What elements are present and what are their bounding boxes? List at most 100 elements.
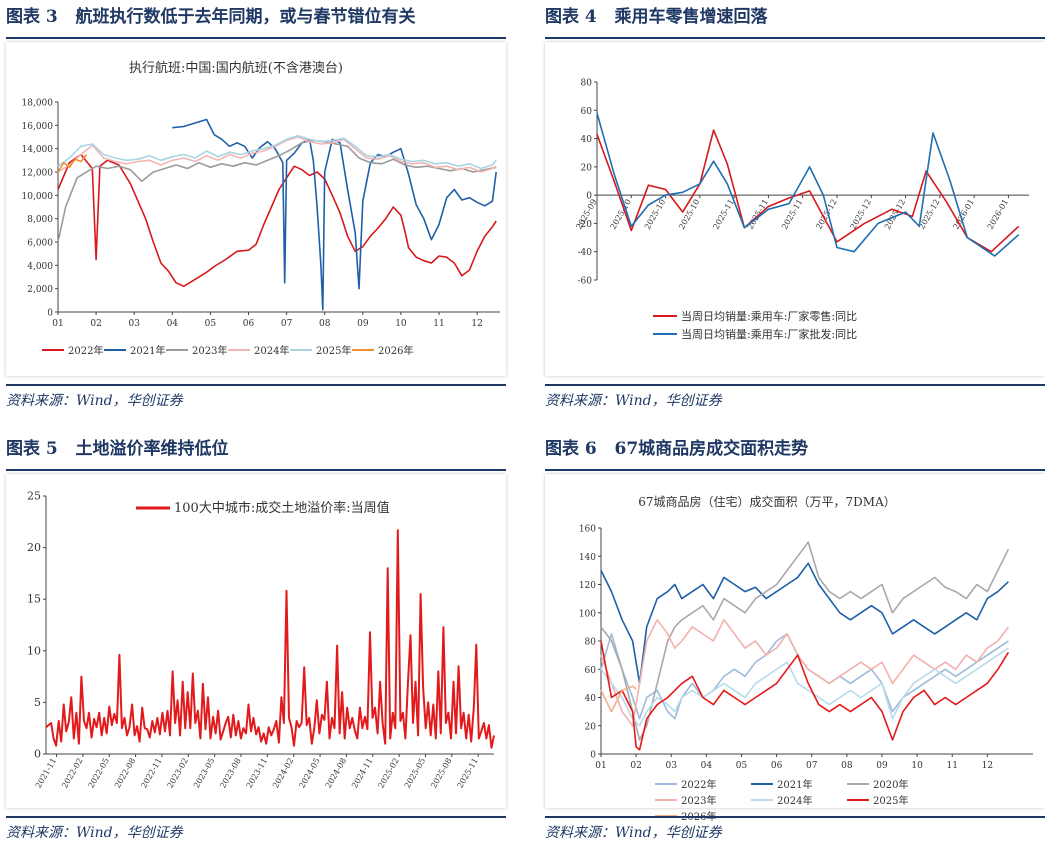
housing-area-line-chart: 67城商品房（住宅）成交面积（万平，7DMA）02040608010012014… <box>579 494 1033 823</box>
y-tick-label: 100 <box>579 609 596 619</box>
series-line-1 <box>600 562 1009 685</box>
x-tick-label: 2023-02 <box>166 757 190 790</box>
figure-panel-4: 图表 4 乘用车零售增速回落 -60 -40 -20 0 20 40 60 80 2025-09… <box>545 0 1045 422</box>
y-tick-label: 10,000 <box>22 192 54 202</box>
y-tick-label: 160 <box>579 525 596 535</box>
x-tick-label: 2025-11 <box>456 757 480 790</box>
chart-frame: 执行航班:中国:国内航班(不含港澳台) 0 2,000 4,000 6,000 8,000… <box>6 42 506 376</box>
legend-label: 2022年 <box>681 778 716 791</box>
series-line-1 <box>172 118 497 311</box>
figure-caption: 乘用车零售增速回落 <box>614 7 768 27</box>
x-tick-label: 10 <box>395 319 407 329</box>
y-tick-label: -20 <box>578 220 593 230</box>
series-line-5 <box>600 640 1010 751</box>
legend-label: 当周日均销量:乘用车:厂家零售:同比 <box>681 309 857 323</box>
x-tick-label: 04 <box>167 319 179 329</box>
source-note: 资料来源：Wind，华创证券 <box>545 825 722 841</box>
x-tick-label: 2025-12 <box>814 198 838 231</box>
figure-label: 图表 5 <box>6 439 58 459</box>
figure-label: 图表 6 <box>545 439 597 459</box>
x-tick-label: 2025-02 <box>376 757 400 790</box>
series-line-5 <box>57 153 88 173</box>
y-tick-label: 0 <box>590 751 596 761</box>
series-line-1 <box>596 112 1020 257</box>
y-tick-label: 120 <box>579 581 596 591</box>
x-tick-label: 07 <box>281 319 293 329</box>
x-tick-label: 12 <box>982 761 993 771</box>
legend-label: 2026年 <box>378 344 413 357</box>
figure-caption: 航班执行数低于去年同期，或与春节错位有关 <box>75 7 416 27</box>
y-tick-label: 5 <box>34 696 41 709</box>
series-line-3 <box>57 136 497 173</box>
x-tick-label: 2025-05 <box>403 757 427 790</box>
x-tick-label: 2022-05 <box>87 757 111 790</box>
y-tick-label: 20 <box>27 541 41 554</box>
chart-frame: 67城商品房（住宅）成交面积（万平，7DMA） 0 20 40 60 80 100 120 14… <box>545 474 1045 823</box>
legend-label: 2024年 <box>254 344 289 357</box>
figure-title: 图表 6 67城商品房成交面积走势 <box>545 432 1045 466</box>
legend-label: 2025年 <box>873 794 908 807</box>
chart-title: 执行航班:中国:国内航班(不含港澳台) <box>129 60 343 76</box>
x-tick-label: 11 <box>433 319 444 329</box>
x-tick-label: 07 <box>806 761 818 771</box>
series-line-0 <box>596 129 1020 253</box>
x-tick-label: 2023-08 <box>218 757 242 790</box>
y-tick-label: 18,000 <box>22 99 54 109</box>
y-tick-label: -40 <box>578 248 593 258</box>
source-note: 资料来源：Wind，华创证券 <box>6 393 183 409</box>
figure-panel-6: 图表 6 67城商品房成交面积走势 67城商品房（住宅）成交面积（万平，7DMA… <box>545 432 1045 854</box>
source-rule <box>6 816 506 818</box>
y-tick-label: 40 <box>585 694 597 704</box>
title-rule <box>6 37 506 39</box>
source-rule <box>545 384 1045 386</box>
y-tick-label: 12,000 <box>22 169 54 179</box>
y-tick-label: 40 <box>581 135 593 145</box>
chart-frame: 0 5 10 15 20 25 2021-11 2022-02 2022-05 2022-08 20… <box>6 474 506 808</box>
x-tick-label: 2025-10 <box>643 198 667 231</box>
figure-title: 图表 3 航班执行数低于去年同期，或与春节错位有关 <box>6 0 506 34</box>
legend-label: 2020年 <box>873 778 908 791</box>
series-line-4 <box>57 135 497 170</box>
legend-label: 2023年 <box>192 344 227 357</box>
y-tick-label: 2,000 <box>27 285 53 295</box>
legend-label: 2024年 <box>777 794 812 807</box>
source-rule <box>6 384 506 386</box>
series-line-0 <box>57 153 497 288</box>
chart-title: 67城商品房（住宅）成交面积（万平，7DMA） <box>638 494 895 509</box>
x-tick-label: 2024-11 <box>350 757 374 790</box>
legend-label: 2023年 <box>681 794 716 807</box>
figure-caption: 土地溢价率维持低位 <box>75 439 229 459</box>
legend-label: 100大中城市:成交土地溢价率:当周值 <box>174 500 390 516</box>
series-line-2 <box>57 139 497 243</box>
x-tick-label: 11 <box>946 761 957 771</box>
x-tick-label: 2026-01 <box>986 198 1010 231</box>
x-tick-label: 05 <box>205 319 217 329</box>
y-tick-label: 16,000 <box>22 122 54 132</box>
x-tick-label: 03 <box>128 319 140 329</box>
title-rule <box>545 469 1045 471</box>
x-tick-label: 01 <box>595 761 606 771</box>
y-tick-label: 4,000 <box>27 262 53 272</box>
y-tick-label: 25 <box>27 490 41 503</box>
x-tick-label: 2022-11 <box>139 757 163 790</box>
figure-title: 图表 4 乘用车零售增速回落 <box>545 0 1045 34</box>
figure-panel-5: 图表 5 土地溢价率维持低位 0 5 10 15 20 25 2021-11 2022-02 2… <box>6 432 506 854</box>
flights-line-chart: 执行航班:中国:国内航班(不含港澳台) 0 2,000 4,000 6,000 8,000… <box>22 60 500 357</box>
source-note: 资料来源：Wind，华创证券 <box>545 393 722 409</box>
series-line-0 <box>45 529 495 749</box>
x-tick-label: 03 <box>666 761 678 771</box>
series-line-4 <box>600 647 1009 727</box>
legend-label: 当周日均销量:乘用车:厂家批发:同比 <box>681 327 857 341</box>
x-tick-label: 02 <box>90 319 101 329</box>
x-tick-label: 2025-08 <box>429 757 453 790</box>
figure-label: 图表 3 <box>6 7 58 27</box>
x-tick-label: 2021-11 <box>34 757 58 790</box>
x-tick-label: 12 <box>471 319 482 329</box>
y-tick-label: 0 <box>586 192 592 202</box>
y-tick-label: 14,000 <box>22 145 54 155</box>
y-tick-label: 10 <box>27 644 41 657</box>
y-tick-label: -60 <box>578 277 593 287</box>
chart-frame: -60 -40 -20 0 20 40 60 80 2025-09 2025-10 2025-10 2… <box>545 42 1045 376</box>
x-tick-label: 2025-11 <box>780 198 804 231</box>
y-tick-label: 20 <box>581 163 593 173</box>
